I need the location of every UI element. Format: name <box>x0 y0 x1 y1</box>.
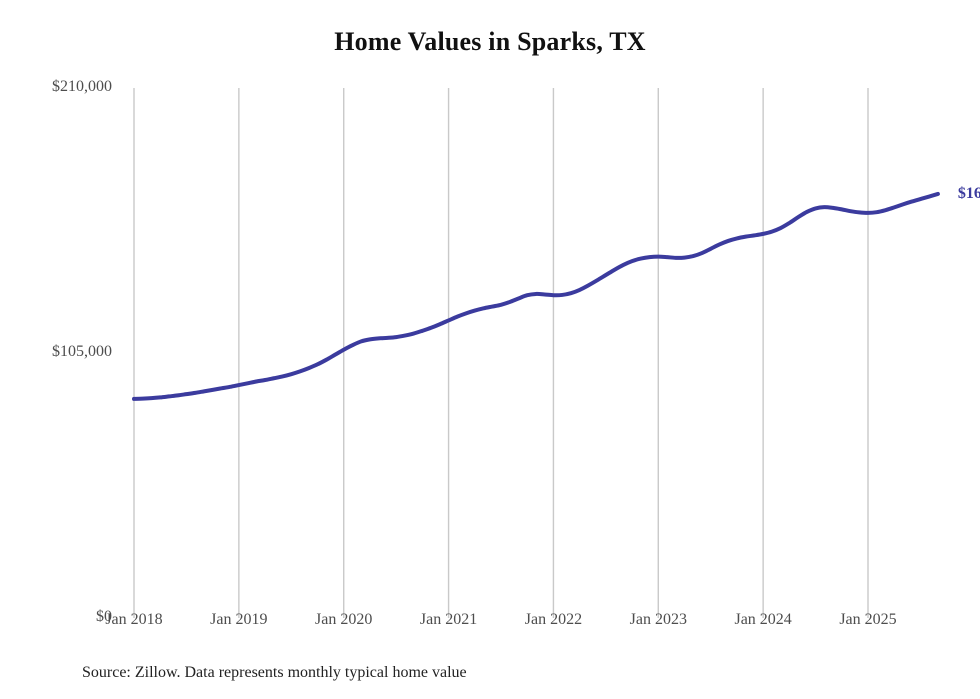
chart-title: Home Values in Sparks, TX <box>334 27 646 56</box>
x-tick-label: Jan 2020 <box>315 611 373 628</box>
x-tick-label: Jan 2023 <box>629 611 687 628</box>
y-tick-label: $0 <box>96 608 112 625</box>
y-tick: $105,000 <box>0 343 112 361</box>
y-tick: $0 <box>0 608 112 626</box>
y-tick-label: $210,000 <box>52 78 112 95</box>
x-gridlines <box>133 88 869 618</box>
x-tick-label: Jan 2024 <box>734 611 792 628</box>
series-lines <box>132 191 940 401</box>
y-tick: $210,000 <box>0 78 112 96</box>
x-tick-label: Jan 2018 <box>105 611 163 628</box>
x-tick-label: Jan 2022 <box>524 611 583 628</box>
series-line-0 <box>132 191 940 401</box>
y-tick-label: $105,000 <box>52 343 112 360</box>
x-tick-label: Jan 2025 <box>839 611 897 628</box>
source-note: Source: Zillow. Data represents monthly … <box>82 664 467 681</box>
x-tick-label: Jan 2021 <box>419 611 478 628</box>
x-tick-label: Jan 2019 <box>210 611 268 628</box>
series-end-value-label: $168,025 <box>957 184 980 202</box>
